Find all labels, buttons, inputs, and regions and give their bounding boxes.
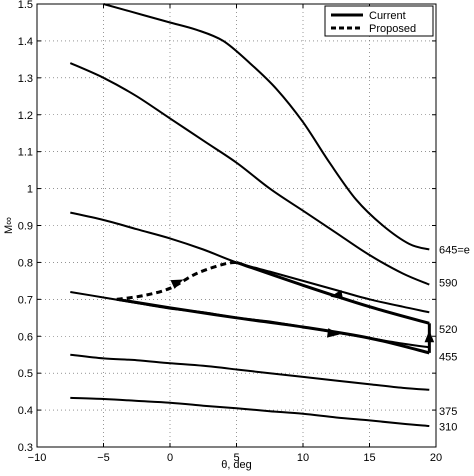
y-tick-label: 1.4: [18, 36, 33, 48]
trajectory-series: [116, 260, 435, 355]
y-tick-label: 1.3: [18, 73, 33, 85]
y-tick-label: 1.2: [18, 110, 33, 122]
arrow-upper: [330, 289, 343, 300]
contour-label: 645=e: [439, 244, 470, 256]
contour-line: [70, 353, 430, 391]
y-tick-label: 0.5: [18, 368, 33, 380]
current-path-lower: [116, 297, 430, 355]
axis-ticks: −10 −5 0 5 10 15 20 0.3 0.4 0.5 0.6 0.7 0.8 0.9 1 1.1 1.…: [18, 0, 442, 464]
x-tick-label: 0: [167, 452, 173, 464]
contour-label: 455: [439, 352, 457, 364]
legend-box: [324, 5, 434, 37]
y-tick-label: 1: [27, 184, 33, 196]
arrow-proposed: [170, 279, 184, 289]
y-tick-label: 0.6: [18, 331, 33, 343]
contour-labels: 645=e 590 520 455 375 310: [439, 244, 470, 433]
arrow-vertical: [424, 330, 435, 343]
contour-line: [70, 396, 430, 427]
contour-line: [103, 3, 430, 251]
contour-label: 310: [439, 422, 457, 434]
y-tick-label: 0.7: [18, 294, 33, 306]
legend: Current Proposed: [324, 5, 434, 37]
y-tick-label: 0.4: [18, 405, 33, 417]
y-tick-label: 1.5: [18, 0, 33, 11]
y-tick-label: 0.8: [18, 257, 33, 269]
contour-lines: [69, 3, 430, 427]
y-tick-label: 0.9: [18, 221, 33, 233]
x-tick-label: 5: [233, 452, 239, 464]
legend-proposed-label: Proposed: [369, 23, 416, 35]
x-tick-label: 15: [363, 452, 375, 464]
contour-label: 590: [439, 278, 457, 290]
legend-current-label: Current: [369, 10, 406, 22]
x-tick-label: 20: [430, 452, 442, 464]
contour-label: 520: [439, 324, 457, 336]
x-tick-label: −5: [97, 452, 110, 464]
contour-label: 375: [439, 406, 457, 418]
grid: [37, 4, 436, 447]
x-axis-label: θ, deg: [221, 459, 252, 471]
y-tick-label: 1.1: [18, 147, 33, 159]
arrow-lower: [326, 328, 340, 338]
y-axis-label: M∞: [3, 217, 15, 234]
proposed-path: [116, 260, 237, 301]
y-tick-label: 0.3: [18, 442, 33, 454]
x-tick-label: −10: [28, 452, 47, 464]
x-tick-label: 10: [297, 452, 309, 464]
contour-line: [69, 62, 430, 286]
